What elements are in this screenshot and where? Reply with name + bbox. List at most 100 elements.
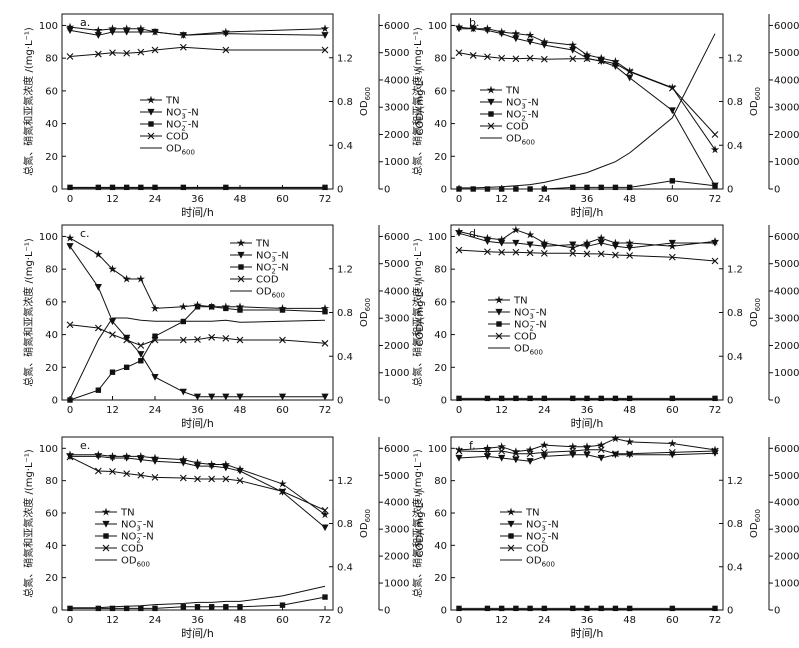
y-od-tick-label: 1.2 [727, 264, 743, 275]
data-point-no2n [498, 605, 505, 612]
data-point-cod [512, 55, 520, 63]
series-line-cod [458, 249, 716, 262]
data-point-no2n [109, 369, 116, 375]
data-point-cod [612, 60, 619, 67]
panel-e: e. 0 12 24 36 48 60 72 时间/h 0 20 40 60 80 100 总氮、硝氮和亚氮浓… [22, 436, 426, 640]
legend-label: TN [120, 508, 135, 519]
data-point-cod [540, 448, 548, 456]
x-tick-label: 72 [709, 615, 722, 626]
legend-label: COD [526, 544, 549, 555]
legend-marker [238, 264, 244, 270]
data-point-cod [626, 68, 634, 76]
y-cod-tick-label: 1000 [774, 368, 799, 379]
y-left-tick-label: 80 [45, 476, 58, 487]
y-left-tick-label: 60 [45, 86, 58, 97]
data-point-cod [569, 249, 577, 257]
data-point-cod [66, 453, 74, 461]
data-point-no3n [179, 32, 187, 39]
data-point-no2n [541, 605, 548, 612]
y-left-tick-label: 20 [434, 363, 447, 374]
x-tick-label: 72 [709, 194, 722, 205]
data-point-tn [710, 145, 720, 154]
panel-d: d. 0 12 24 36 48 60 72 时间/h 0 20 40 60 80 100 总氮、硝氮和亚氮浓… [411, 224, 799, 430]
legend-label: OD600 [166, 144, 195, 157]
data-point-no3n [540, 243, 548, 250]
data-point-no2n [208, 304, 215, 310]
data-point-tn [525, 230, 535, 239]
data-point-cod [512, 248, 520, 256]
data-point-no2n [584, 605, 590, 612]
data-point-no3n [137, 456, 145, 464]
data-point-no2n [626, 395, 633, 402]
data-point-no2n [626, 605, 633, 612]
y-od-tick-label: 0.8 [727, 97, 743, 108]
data-point-cod [222, 335, 230, 342]
legend-label: NO2−-N [121, 530, 154, 545]
y-od-tick-label: 0 [337, 396, 343, 407]
y-left-axis-label: 总氮、硝氮和亚氮浓度 /(mg·L⁻¹) [411, 238, 424, 387]
data-point-no3n [569, 46, 577, 54]
data-point-no3n [483, 238, 492, 245]
y-left-tick-label: 80 [434, 54, 447, 65]
data-point-cod [321, 46, 329, 54]
data-point-no2n [712, 183, 718, 189]
data-point-cod [597, 250, 605, 258]
data-point-tn [525, 445, 535, 454]
legend-marker [237, 275, 245, 283]
data-point-no3n [137, 351, 145, 358]
data-point-no2n [513, 186, 519, 192]
data-point-no3n [526, 38, 534, 46]
data-point-tn [568, 442, 577, 451]
x-tick-label: 60 [666, 405, 679, 416]
legend-marker [102, 544, 110, 552]
legend-marker [236, 238, 246, 247]
data-point-no3n [179, 459, 187, 467]
data-point-no2n [598, 605, 604, 612]
data-point-no2n [95, 605, 102, 612]
data-point-cod [179, 474, 187, 482]
data-point-cod [455, 246, 463, 254]
data-point-cod [279, 336, 286, 344]
y-od-axis-label: OD600 [359, 87, 372, 116]
data-point-cod [137, 342, 145, 349]
data-point-no2n [527, 605, 533, 612]
y-od-tick-label: 0.4 [337, 141, 353, 152]
data-point-cod [626, 450, 634, 458]
data-point-tn [611, 57, 620, 65]
y-cod-tick-label: 4000 [774, 498, 799, 509]
y-left-tick-label: 20 [45, 573, 58, 584]
y-left-axis-label: 总氮、硝氮和亚氮浓度 /(mg·L⁻¹) [22, 238, 35, 387]
data-point-no3n [455, 454, 463, 462]
legend-marker [494, 295, 504, 304]
data-point-tn [710, 445, 720, 454]
data-point-cod [137, 48, 145, 56]
data-point-no3n [236, 467, 244, 475]
y-left-tick-label: 60 [45, 508, 58, 519]
plot-frame [61, 224, 334, 401]
legend-label: OD600 [256, 287, 285, 300]
y-left-axis-label: 总氮、硝氮和亚氮浓度 /(mg·L⁻¹) [22, 449, 35, 598]
data-point-cod [626, 252, 634, 259]
data-point-tn [511, 29, 521, 38]
y-cod-axis-label: COD/(mg·L⁻¹) [415, 489, 426, 557]
data-point-no3n [236, 393, 244, 401]
y-left-tick-label: 100 [39, 21, 58, 32]
data-point-cod [66, 321, 74, 329]
data-point-no2n [484, 186, 491, 192]
data-point-no3n [193, 393, 202, 401]
data-point-no2n [570, 184, 576, 191]
y-cod-tick-label: 3000 [774, 103, 799, 114]
x-axis-label: 时间/h [181, 206, 214, 219]
legend-marker [102, 520, 110, 528]
y-od-tick-label: 0 [727, 606, 733, 617]
y-cod-tick-label: 3000 [774, 314, 799, 325]
legend-marker [487, 98, 495, 106]
data-point-no3n [137, 28, 145, 36]
data-point-cod [484, 248, 491, 256]
data-point-no2n [95, 184, 102, 191]
data-point-cod [94, 324, 102, 332]
data-point-no2n [109, 184, 116, 191]
x-tick-label: 48 [234, 615, 247, 626]
